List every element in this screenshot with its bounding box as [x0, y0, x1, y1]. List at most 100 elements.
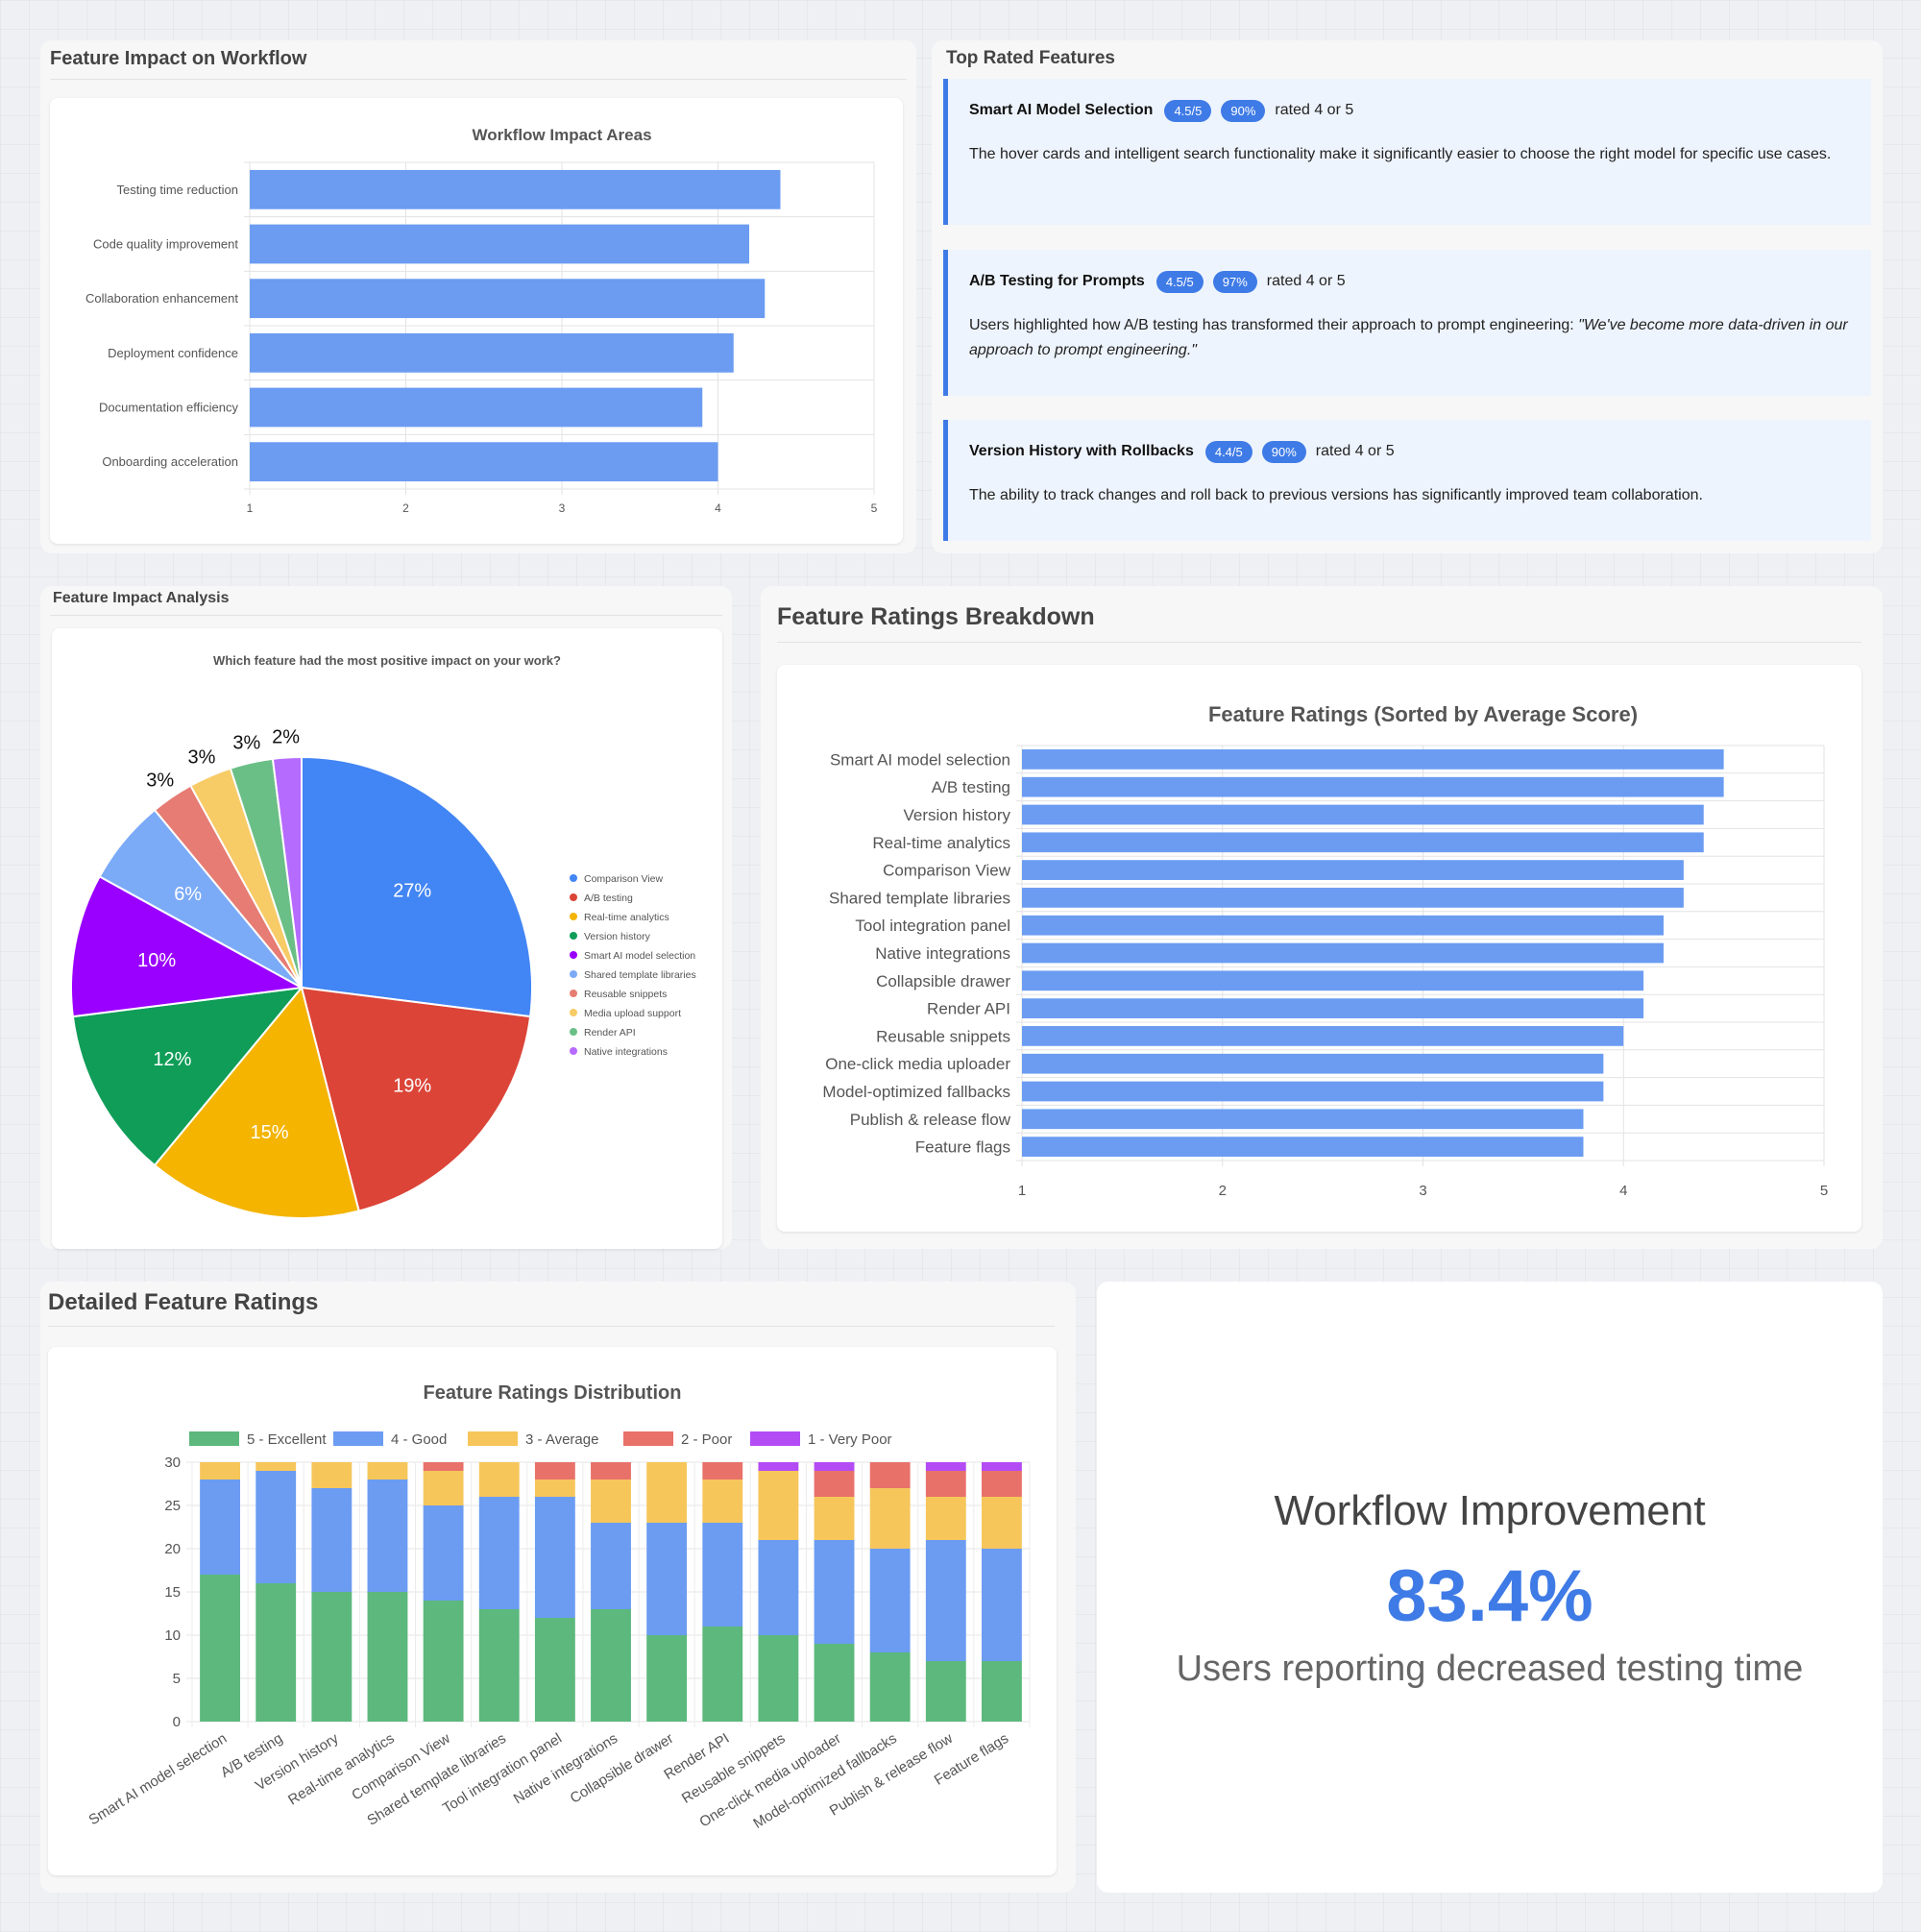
category-label: Shared template libraries — [829, 889, 1010, 907]
score-badge: 4.4/5 — [1204, 440, 1252, 463]
feature-card-version-history: Version History with Rollbacks 4.4/5 90%… — [943, 420, 1871, 541]
legend-label: 3 - Average — [525, 1431, 598, 1448]
feature-quote: "We've become more data-driven in our ap… — [969, 317, 1848, 358]
stack-segment — [869, 1488, 911, 1549]
stack-segment — [311, 1592, 353, 1722]
pie-chart-card: Which feature had the most positive impa… — [52, 628, 722, 1249]
x-tick-label: 1 — [247, 501, 254, 515]
ratings-chart-card: Feature Ratings (Sorted by Average Score… — [777, 665, 1861, 1232]
kpi-caption: Users reporting decreased testing time — [1176, 1649, 1804, 1689]
chart-title: Workflow Impact Areas — [472, 126, 651, 144]
stack-segment — [702, 1626, 743, 1722]
pie-slice — [71, 986, 304, 1167]
percent-badge: 97% — [1212, 270, 1257, 293]
x-tick-label: Native integrations — [511, 1730, 620, 1807]
y-tick-label: 20 — [164, 1541, 181, 1557]
stack-segment — [758, 1540, 799, 1635]
legend-swatch — [468, 1431, 518, 1446]
legend-swatch — [570, 1028, 577, 1036]
kpi-panel: Workflow Improvement 83.4% Users reporti… — [1097, 1282, 1883, 1893]
legend-label: Real-time analytics — [584, 912, 669, 923]
stack-segment — [814, 1540, 855, 1644]
category-label: Documentation efficiency — [99, 401, 239, 415]
feature-name: Smart AI Model Selection — [969, 102, 1154, 118]
stack-segment — [869, 1652, 911, 1722]
bar — [1022, 888, 1684, 908]
stack-segment — [925, 1471, 966, 1497]
pie-slice — [271, 755, 303, 989]
legend-label: 4 - Good — [391, 1431, 447, 1448]
bar — [250, 169, 781, 209]
stack-segment — [814, 1497, 855, 1540]
stack-segment — [367, 1462, 408, 1480]
legend-label: Smart AI model selection — [584, 950, 695, 962]
bar — [1022, 749, 1724, 770]
x-tick-label: 1 — [1018, 1183, 1026, 1199]
category-label: A/B testing — [932, 778, 1010, 796]
feature-description: The hover cards and intelligent search f… — [969, 146, 1832, 162]
x-tick-label: 5 — [1820, 1183, 1828, 1199]
bar — [250, 387, 703, 428]
slice-label: 15% — [250, 1122, 288, 1143]
category-label: Onboarding acceleration — [102, 454, 238, 469]
x-tick-label: Smart AI model selection — [85, 1730, 230, 1828]
category-label: Code quality improvement — [93, 237, 238, 252]
bar — [250, 279, 766, 319]
stack-segment — [758, 1635, 799, 1722]
stack-segment — [591, 1462, 631, 1480]
top-rated-panel: Top Rated Features Smart AI Model Select… — [932, 40, 1883, 553]
feature-card-ab-testing: A/B Testing for Prompts 4.5/5 97% rated … — [943, 250, 1871, 396]
stack-segment — [478, 1609, 520, 1722]
pie-slice — [70, 875, 305, 1018]
category-label: Smart AI model selection — [830, 750, 1010, 769]
stack-segment — [758, 1462, 799, 1471]
pie-slice — [153, 985, 360, 1219]
stack-segment — [646, 1635, 688, 1722]
rating-suffix: rated 4 or 5 — [1275, 102, 1354, 118]
detailed-ratings-panel: Detailed Feature Ratings Feature Ratings… — [40, 1282, 1076, 1893]
x-tick-label: 3 — [559, 501, 566, 515]
x-tick-label: 4 — [715, 501, 721, 515]
distribution-chart-card: Feature Ratings Distribution 5 - Excellen… — [48, 1347, 1057, 1875]
stack-segment — [423, 1471, 464, 1505]
pie-slice — [301, 755, 533, 1018]
stack-segment — [478, 1462, 520, 1497]
stack-segment — [982, 1549, 1022, 1661]
legend-swatch — [623, 1431, 673, 1446]
legend-label: Version history — [584, 931, 651, 942]
category-label: Native integrations — [875, 944, 1010, 963]
stack-segment — [591, 1609, 631, 1722]
percent-badge: 90% — [1261, 440, 1306, 463]
legend-swatch — [570, 874, 577, 882]
bar — [1022, 804, 1704, 825]
stack-segment — [646, 1523, 688, 1635]
slice-label: 3% — [146, 770, 174, 791]
x-tick-label: 3 — [1419, 1183, 1426, 1199]
score-badge: 4.5/5 — [1155, 270, 1204, 293]
score-badge: 4.5/5 — [1164, 99, 1212, 122]
rating-suffix: rated 4 or 5 — [1315, 443, 1395, 459]
stack-segment — [982, 1471, 1022, 1497]
stack-segment — [702, 1523, 743, 1626]
stack-segment — [591, 1523, 631, 1609]
stack-segment — [925, 1497, 966, 1540]
slice-label: 2% — [272, 727, 300, 748]
x-tick-label: 2 — [1219, 1183, 1227, 1199]
bar — [1022, 1137, 1584, 1157]
legend-label: Render API — [584, 1027, 636, 1039]
category-label: Render API — [927, 1000, 1010, 1018]
chart-title: Feature Ratings (Sorted by Average Score… — [1208, 702, 1638, 726]
stack-segment — [255, 1583, 297, 1722]
legend-swatch — [570, 1009, 577, 1016]
category-label: Comparison View — [883, 862, 1011, 880]
legend-label: Native integrations — [584, 1046, 668, 1058]
y-tick-label: 30 — [164, 1455, 181, 1471]
slice-label: 3% — [187, 747, 215, 769]
stack-segment — [200, 1480, 240, 1575]
stack-segment — [255, 1462, 297, 1471]
legend-label: A/B testing — [584, 893, 633, 904]
stack-segment — [423, 1462, 464, 1471]
slice-label: 19% — [393, 1076, 431, 1097]
legend-label: Comparison View — [584, 873, 664, 885]
y-tick-label: 25 — [164, 1498, 181, 1514]
